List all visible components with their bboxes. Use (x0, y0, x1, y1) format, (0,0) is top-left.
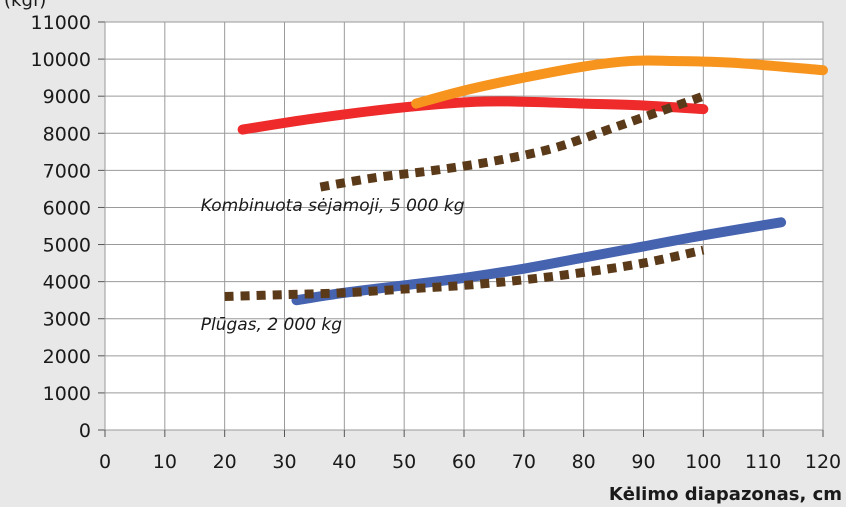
x-tick-label: 30 (272, 451, 296, 473)
series-line-2 (411, 55, 828, 109)
x-tick-label: 0 (99, 451, 111, 473)
y-tick-label: 7000 (43, 160, 91, 182)
annotations: Kombinuota sėjamoji, 5 000 kg Plūgas, 2 0… (201, 196, 465, 335)
x-tick-label: 20 (213, 451, 237, 473)
x-tick-label: 40 (332, 451, 356, 473)
x-tick-label: 80 (572, 451, 596, 473)
annotation-label: Plūgas, 2 000 kg (201, 315, 343, 335)
x-tick-label: 120 (805, 451, 841, 473)
series-line-5 (224, 245, 705, 301)
y-tick-label: 1000 (43, 383, 91, 405)
y-tick-label: 10000 (31, 49, 91, 71)
y-tick-label: 5000 (43, 235, 91, 257)
x-axis-label: Kėlimo diapazonas, cm (609, 484, 842, 505)
y-label-fragment: (kgf) (4, 0, 46, 11)
x-tick-label: 90 (631, 451, 655, 473)
y-tick-label: 4000 (43, 272, 91, 294)
y-tick-label: 0 (79, 420, 91, 442)
series-line-3 (319, 91, 705, 192)
series-group (224, 55, 828, 306)
y-tick-label: 6000 (43, 197, 91, 219)
y-tick-label: 3000 (43, 309, 91, 331)
x-tick-label: 110 (745, 451, 781, 473)
x-tick-label: 50 (392, 451, 416, 473)
y-tick-label: 2000 (43, 346, 91, 368)
y-tick-label: 9000 (43, 86, 91, 108)
series-line-1 (237, 96, 709, 135)
series-line-4 (291, 217, 787, 306)
x-tick-label: 10 (153, 451, 177, 473)
x-tick-labels: 0 10 20 30 40 50 60 70 80 90 100 110 120 (99, 451, 841, 473)
y-tick-labels: 0 1000 2000 3000 4000 5000 6000 7000 8000 9000 100… (31, 12, 91, 442)
x-tick-label: 70 (512, 451, 536, 473)
y-tick-label: 11000 (31, 12, 91, 34)
grid (98, 21, 824, 437)
x-tick-label: 100 (685, 451, 721, 473)
annotation-label: Kombinuota sėjamoji, 5 000 kg (201, 196, 465, 216)
y-tick-label: 8000 (43, 123, 91, 145)
x-tick-label: 60 (452, 451, 476, 473)
